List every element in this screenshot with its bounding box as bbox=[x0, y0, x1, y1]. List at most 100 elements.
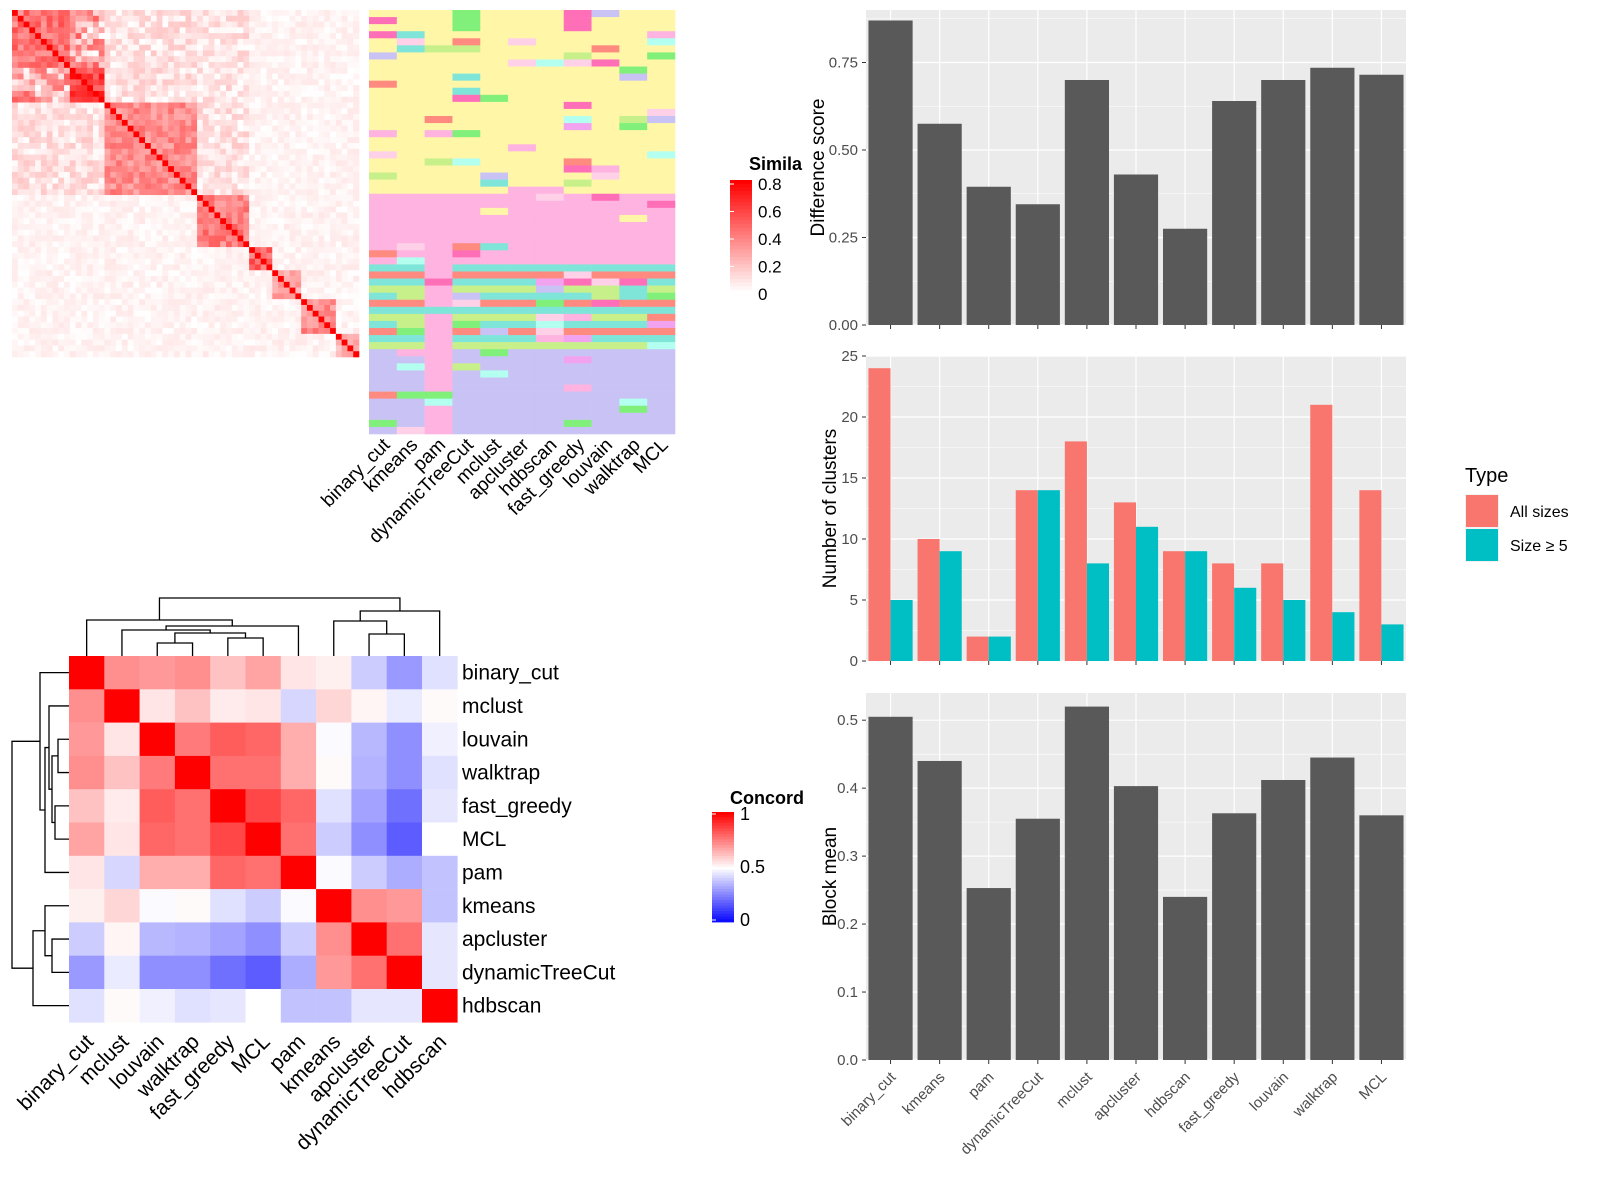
similarity-cell bbox=[260, 154, 267, 161]
similarity-cell bbox=[202, 125, 209, 132]
membership-cell bbox=[369, 207, 398, 216]
similarity-cell bbox=[145, 183, 152, 190]
concordance-legend-swatch bbox=[712, 828, 734, 832]
similarity-cell bbox=[168, 218, 175, 225]
similarity-cell bbox=[150, 276, 157, 283]
membership-cell bbox=[480, 278, 509, 286]
concordance-legend-swatch bbox=[712, 867, 734, 871]
similarity-cell bbox=[289, 229, 296, 236]
similarity-cell bbox=[46, 171, 53, 179]
similarity-cell bbox=[185, 247, 192, 254]
similarity-cell bbox=[150, 102, 157, 109]
similarity-cell bbox=[35, 96, 42, 103]
similarity-cell bbox=[12, 143, 19, 150]
similarity-cell bbox=[208, 96, 215, 103]
similarity-cell bbox=[69, 96, 76, 103]
similarity-cell bbox=[116, 293, 123, 300]
similarity-cell bbox=[312, 44, 319, 51]
similarity-cell bbox=[46, 15, 53, 22]
similarity-cell bbox=[289, 154, 296, 161]
similarity-cell bbox=[52, 345, 59, 352]
membership-cell bbox=[647, 165, 676, 173]
similarity-cell bbox=[295, 333, 302, 340]
similarity-cell bbox=[301, 183, 308, 190]
similarity-cell bbox=[214, 351, 221, 358]
similarity-cell bbox=[17, 38, 24, 45]
concordance-cell bbox=[69, 989, 105, 1023]
similarity-cell bbox=[40, 15, 47, 22]
similarity-cell bbox=[208, 345, 215, 352]
similarity-cell bbox=[35, 15, 42, 22]
similarity-cell bbox=[341, 212, 348, 219]
membership-cell bbox=[535, 123, 565, 131]
similarity-cell bbox=[116, 195, 123, 202]
membership-cell bbox=[535, 356, 565, 364]
similarity-cell bbox=[81, 85, 88, 92]
similarity-cell bbox=[243, 333, 250, 340]
similarity-cell bbox=[283, 171, 290, 179]
similarity-cell bbox=[347, 299, 354, 306]
similarity-cell bbox=[75, 212, 82, 219]
similarity-cell bbox=[318, 241, 325, 248]
similarity-cell bbox=[52, 218, 59, 225]
similarity-cell bbox=[46, 223, 53, 231]
similarity-cell bbox=[347, 114, 354, 121]
similarity-cell bbox=[202, 252, 209, 259]
concordance-cell bbox=[104, 689, 140, 723]
top-dendrogram-link bbox=[156, 642, 194, 656]
similarity-cell bbox=[197, 299, 204, 306]
similarity-cell bbox=[179, 114, 186, 121]
similarity-cell bbox=[40, 102, 47, 109]
similarity-cell bbox=[272, 85, 279, 92]
similarity-cell bbox=[318, 96, 325, 103]
similarity-cell bbox=[278, 183, 285, 190]
similarity-cell bbox=[133, 44, 140, 51]
similarity-cell bbox=[208, 131, 215, 138]
similarity-cell bbox=[156, 160, 163, 167]
membership-cell bbox=[424, 250, 453, 258]
similarity-cell bbox=[133, 281, 140, 288]
membership-cell bbox=[508, 10, 537, 18]
similarity-cell bbox=[110, 137, 117, 144]
similarity-cell bbox=[179, 148, 186, 155]
similarity-cell bbox=[225, 177, 233, 184]
similarity-cell bbox=[214, 333, 221, 340]
similarity-cell bbox=[156, 114, 163, 121]
similarity-cell bbox=[330, 125, 337, 132]
membership-cell bbox=[424, 214, 453, 223]
similarity-cell bbox=[139, 264, 146, 271]
similarity-cell bbox=[266, 44, 273, 51]
similarity-cell bbox=[324, 235, 331, 242]
similarity-cell bbox=[40, 218, 47, 225]
membership-cell bbox=[563, 412, 592, 421]
similarity-cell bbox=[341, 85, 348, 92]
similarity-cell bbox=[330, 33, 337, 40]
similarity-cell bbox=[127, 166, 134, 173]
similarity-cell bbox=[156, 252, 163, 259]
similarity-cell bbox=[98, 96, 105, 103]
similarity-cell bbox=[92, 316, 100, 323]
similarity-cell bbox=[52, 143, 59, 150]
similarity-cell bbox=[23, 62, 30, 69]
similarity-cell bbox=[127, 50, 134, 57]
similarity-cell bbox=[121, 333, 128, 340]
similarity-cell bbox=[81, 44, 88, 51]
similarity-cell bbox=[197, 276, 204, 283]
similarity-cell bbox=[179, 293, 186, 300]
similarity-cell bbox=[220, 281, 227, 288]
similarity-cell bbox=[173, 258, 181, 265]
similarity-cell bbox=[260, 264, 267, 271]
similarity-cell bbox=[289, 235, 296, 242]
similarity-cell bbox=[295, 276, 302, 283]
membership-cell bbox=[424, 137, 453, 145]
membership-cell bbox=[480, 137, 509, 145]
similarity-cell bbox=[353, 281, 360, 288]
similarity-cell bbox=[191, 50, 198, 57]
similarity-cell bbox=[75, 56, 82, 63]
similarity-cell bbox=[156, 73, 163, 80]
similarity-cell bbox=[104, 322, 111, 329]
similarity-cell bbox=[121, 177, 128, 184]
membership-cell bbox=[647, 320, 676, 329]
similarity-cell bbox=[243, 206, 250, 213]
similarity-cell bbox=[104, 212, 111, 219]
